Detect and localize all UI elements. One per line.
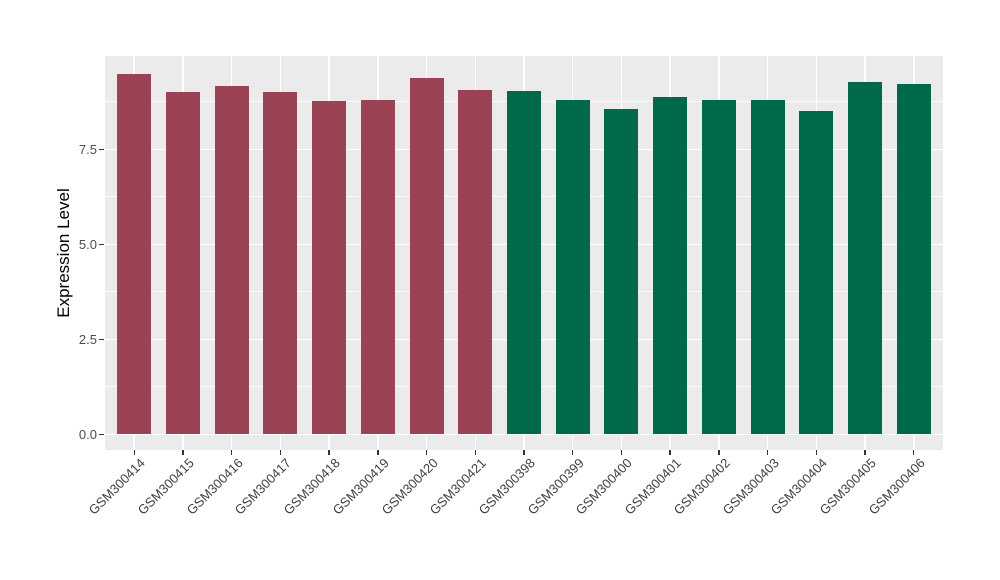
panel [105, 56, 943, 450]
y-axis-title: Expression Level [54, 188, 73, 318]
bar-GSM300421 [458, 89, 493, 435]
gridline-y-major [105, 433, 943, 436]
x-tick-mark [864, 450, 866, 455]
y-tick-label: 5.0 [78, 236, 97, 252]
x-tick-mark [425, 450, 428, 455]
x-tick-mark [133, 450, 135, 455]
x-tick-mark [815, 450, 818, 455]
bar-GSM300399 [555, 99, 590, 435]
x-tick-mark [279, 450, 282, 455]
x-tick-mark [523, 450, 525, 455]
bar-GSM300417 [263, 92, 298, 435]
x-tick-mark [718, 450, 720, 455]
bar-GSM300400 [604, 108, 639, 435]
y-tick-label: 2.5 [78, 331, 97, 347]
bar-GSM300405 [848, 81, 883, 435]
bar-GSM300404 [799, 110, 834, 435]
bar-GSM300403 [750, 100, 785, 435]
y-tick-mark [98, 148, 104, 150]
bar-GSM300402 [701, 100, 736, 435]
bar-GSM300414 [117, 74, 152, 435]
x-tick-mark [669, 450, 671, 455]
bar-GSM300416 [214, 86, 249, 435]
bar-GSM300418 [312, 100, 347, 435]
x-tick-mark [474, 450, 476, 455]
y-tick-mark [98, 433, 104, 435]
x-tick-mark [182, 450, 184, 455]
x-tick-mark [328, 450, 330, 455]
x-tick-mark [620, 450, 623, 455]
y-tick-mark [98, 243, 104, 245]
bar-GSM300406 [896, 83, 931, 435]
bar-GSM300419 [360, 99, 395, 435]
x-tick-mark [913, 450, 915, 455]
x-tick-mark [766, 450, 769, 455]
x-tick-mark [230, 450, 233, 455]
x-tick-mark [572, 450, 574, 455]
y-tick-mark [98, 338, 104, 340]
y-tick-label: 0.0 [78, 426, 97, 442]
bar-GSM300420 [409, 77, 444, 435]
x-tick-mark [377, 450, 379, 455]
bar-GSM300401 [653, 96, 688, 435]
bar-GSM300398 [507, 90, 541, 435]
bar-GSM300415 [165, 92, 200, 435]
y-tick-label: 7.5 [78, 141, 97, 157]
